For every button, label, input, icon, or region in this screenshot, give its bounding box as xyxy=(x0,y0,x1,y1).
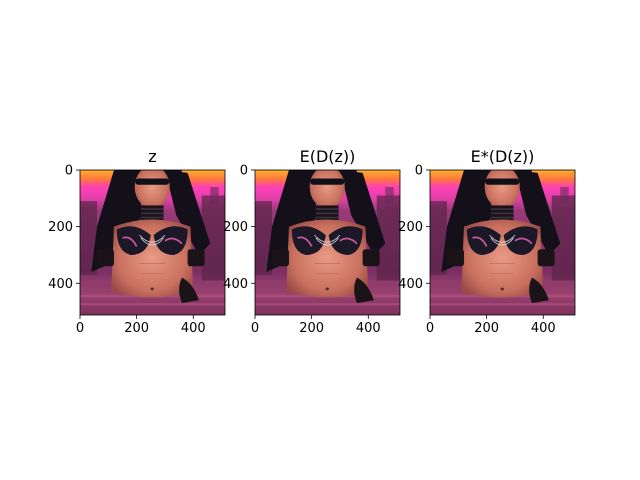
subplot-title: z xyxy=(148,147,156,166)
y-tick-label: 400 xyxy=(223,277,248,292)
x-tick-label: 400 xyxy=(531,321,556,336)
portrait-image xyxy=(430,170,575,315)
subplot-3: E*(D(z)) 0 200 400 0 200 400 xyxy=(398,147,576,336)
portrait-image xyxy=(255,170,400,315)
subplot-image xyxy=(80,170,225,315)
subplot-title: E(D(z)) xyxy=(300,147,356,166)
subplot-image xyxy=(255,170,400,315)
y-tick-label: 0 xyxy=(240,164,248,179)
axes-frame xyxy=(79,169,226,316)
y-tick-label: 200 xyxy=(398,220,423,235)
y-tick-label: 400 xyxy=(48,277,73,292)
axes-frame xyxy=(429,169,576,316)
subplot-image xyxy=(430,170,575,315)
y-tick-label: 200 xyxy=(48,220,73,235)
x-tick-label: 200 xyxy=(299,321,324,336)
subplot-1: z 0 200 400 0 200 400 xyxy=(48,147,226,336)
subplot-title: E*(D(z)) xyxy=(471,147,535,166)
y-tick-label: 200 xyxy=(223,220,248,235)
x-tick-label: 0 xyxy=(426,321,434,336)
y-tick-label: 0 xyxy=(415,164,423,179)
portrait-image xyxy=(80,170,225,315)
subplot-2: E(D(z)) 0 200 400 0 200 400 xyxy=(223,147,401,336)
x-tick-label: 400 xyxy=(356,321,381,336)
x-tick-label: 200 xyxy=(124,321,149,336)
axes-frame xyxy=(254,169,401,316)
x-tick-label: 400 xyxy=(181,321,206,336)
y-tick-label: 0 xyxy=(65,164,73,179)
y-tick-label: 400 xyxy=(398,277,423,292)
x-tick-label: 0 xyxy=(76,321,84,336)
x-tick-label: 0 xyxy=(251,321,259,336)
x-tick-label: 200 xyxy=(474,321,499,336)
